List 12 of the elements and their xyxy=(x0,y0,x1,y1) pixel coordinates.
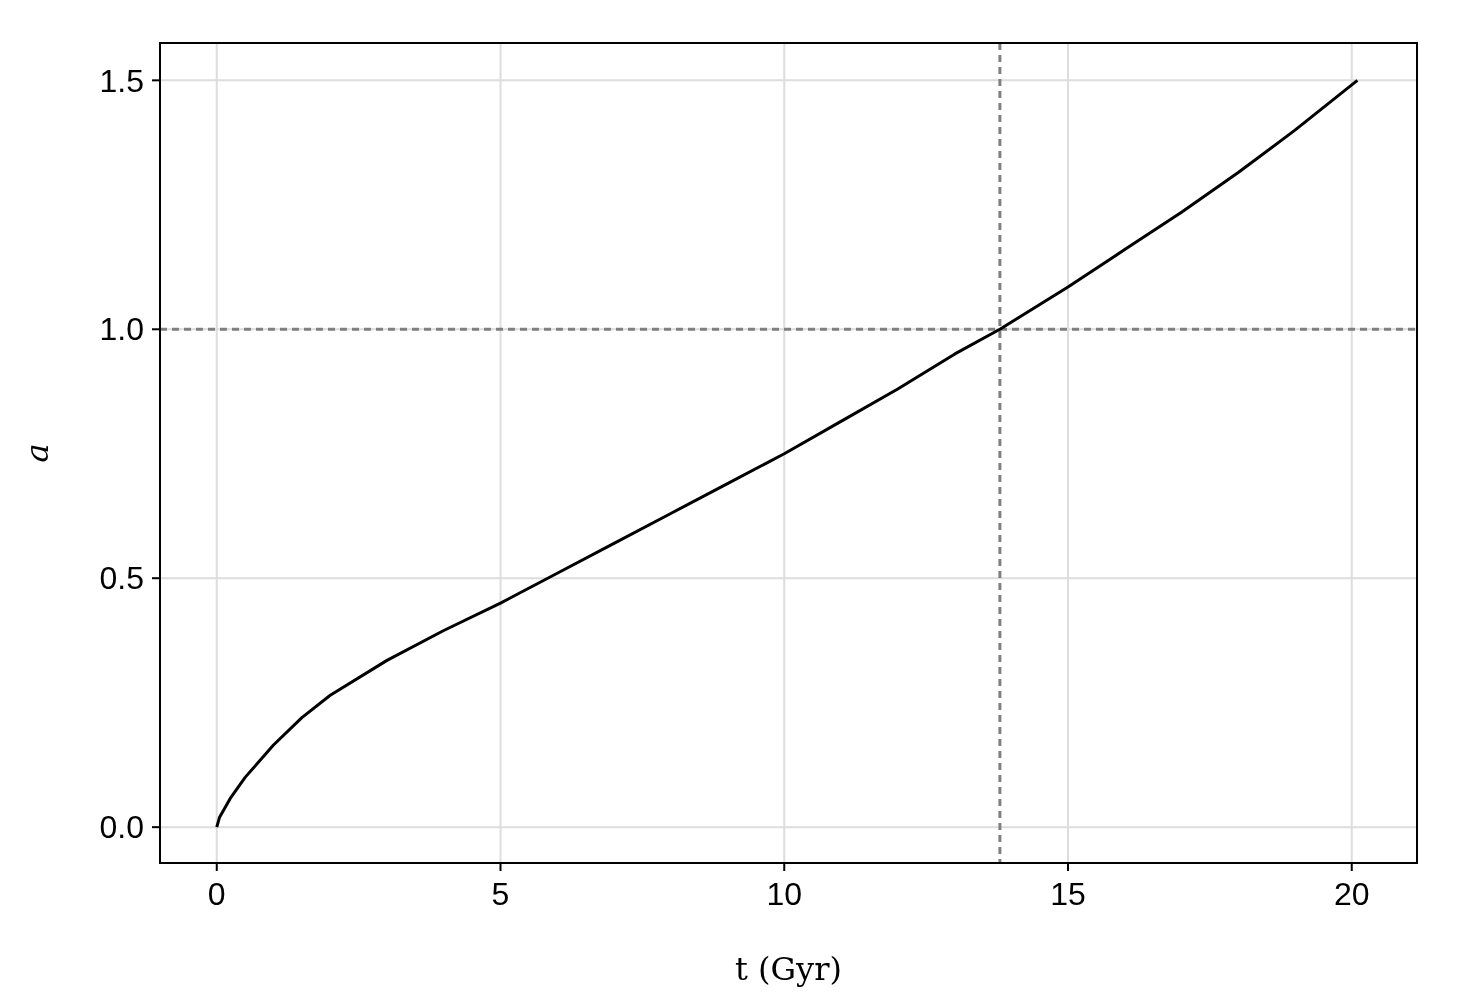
x-tick-label: 0 xyxy=(207,876,226,912)
x-tick-label: 5 xyxy=(491,876,510,912)
x-axis-title: t (Gyr) xyxy=(735,950,842,988)
line-series xyxy=(215,78,1359,829)
x-tick-label: 15 xyxy=(1050,876,1086,912)
x-tick-label: 20 xyxy=(1333,876,1370,912)
y-tick-label: 1.0 xyxy=(99,311,144,348)
y-axis-title: a xyxy=(18,443,56,463)
y-tick-label: 0.0 xyxy=(99,809,144,846)
y-tick-label: 1.5 xyxy=(99,62,144,99)
y-tick-label: 0.5 xyxy=(99,560,144,597)
x-tick-label: 10 xyxy=(766,876,803,912)
